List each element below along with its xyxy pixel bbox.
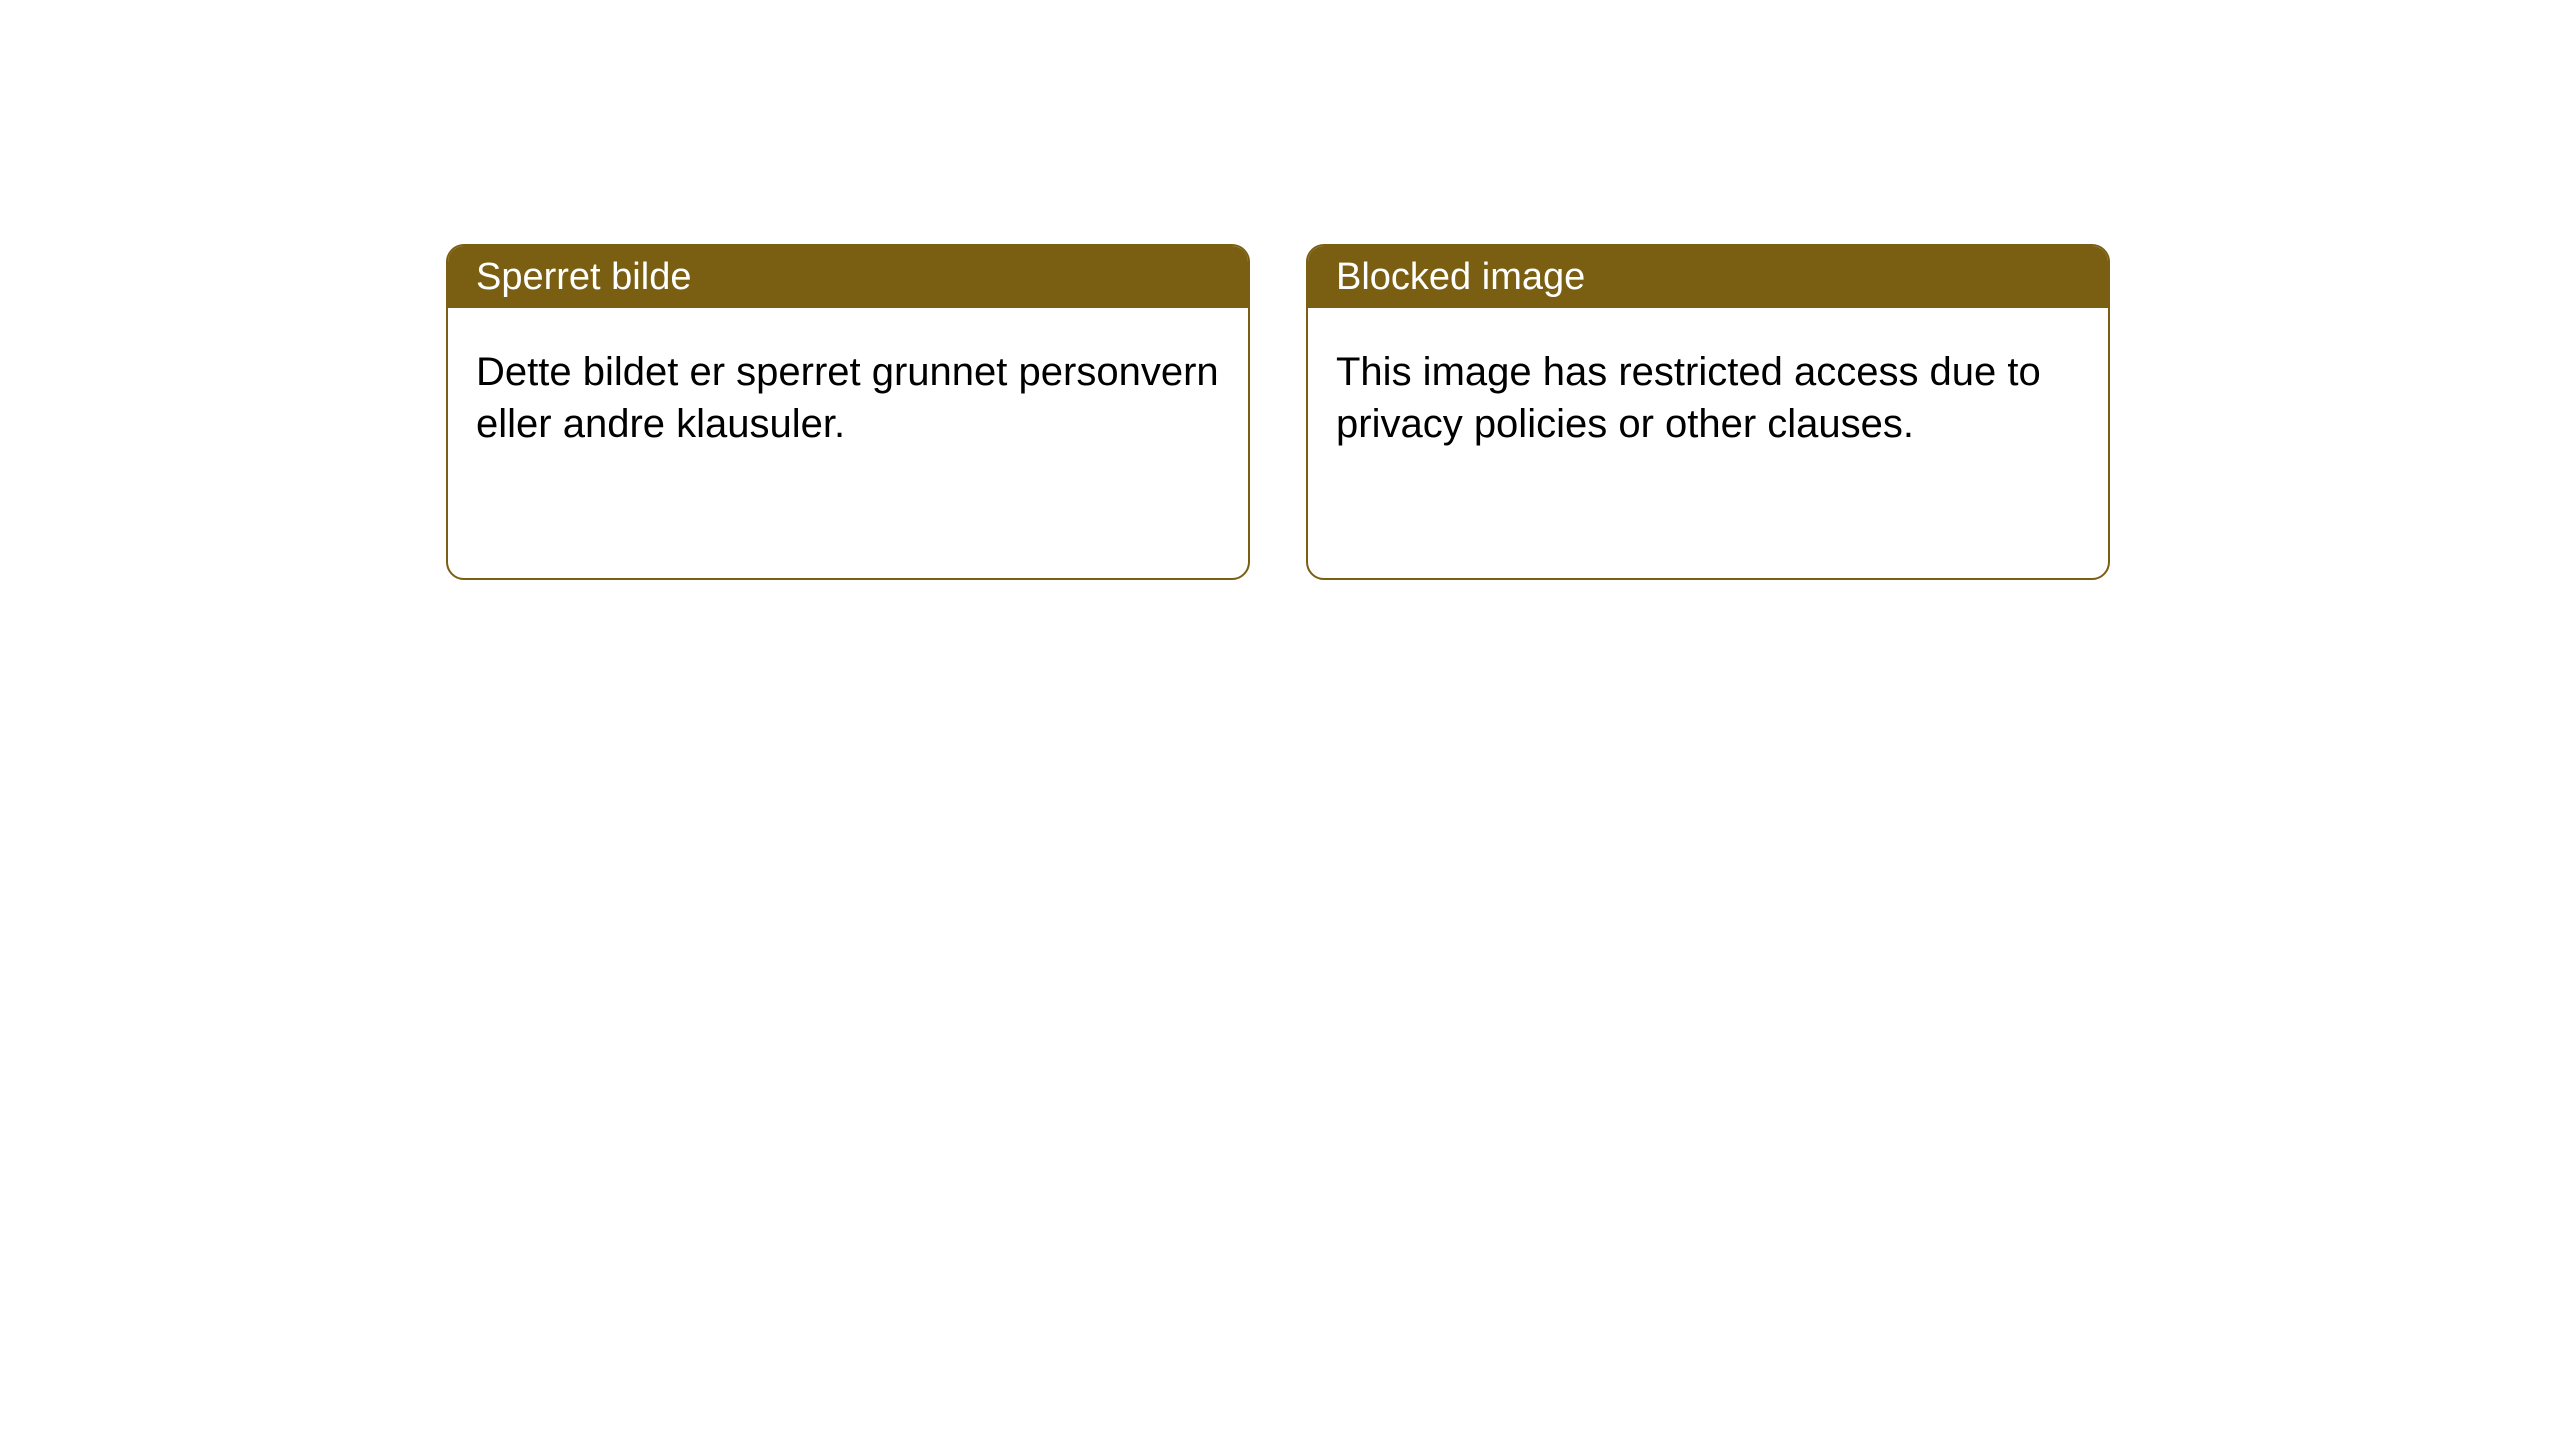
blocked-image-card-no: Sperret bilde Dette bildet er sperret gr…: [446, 244, 1250, 580]
card-message-en: This image has restricted access due to …: [1336, 350, 2041, 446]
card-body-en: This image has restricted access due to …: [1308, 308, 2108, 488]
card-message-no: Dette bildet er sperret grunnet personve…: [476, 350, 1219, 446]
card-title-no: Sperret bilde: [476, 256, 691, 299]
card-body-no: Dette bildet er sperret grunnet personve…: [448, 308, 1248, 488]
card-header-en: Blocked image: [1308, 246, 2108, 308]
blocked-image-card-en: Blocked image This image has restricted …: [1306, 244, 2110, 580]
card-title-en: Blocked image: [1336, 256, 1585, 299]
notice-container: Sperret bilde Dette bildet er sperret gr…: [0, 0, 2560, 580]
card-header-no: Sperret bilde: [448, 246, 1248, 308]
